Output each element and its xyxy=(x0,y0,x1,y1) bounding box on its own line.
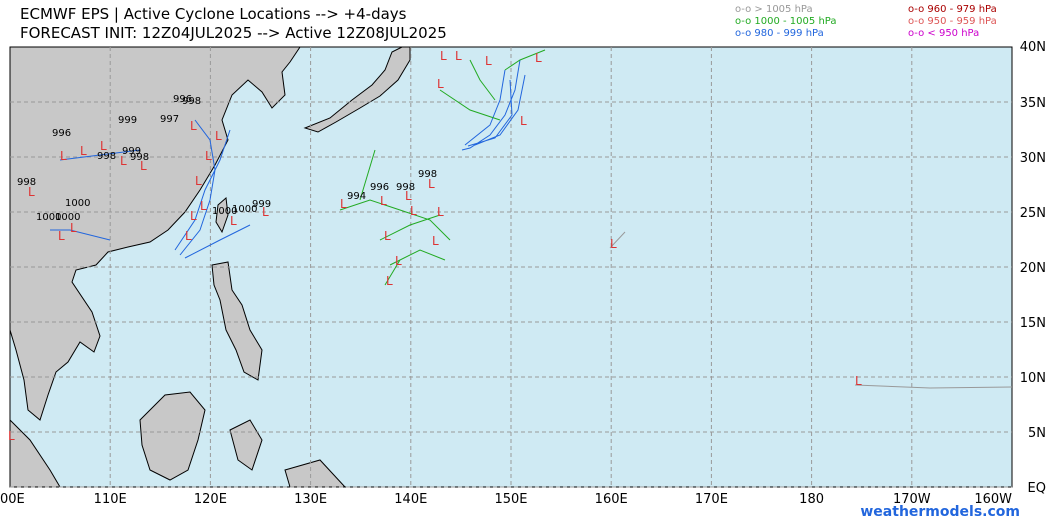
low-marker: L xyxy=(120,154,127,168)
low-marker: L xyxy=(520,114,527,128)
low-marker: L xyxy=(215,129,222,143)
low-marker: L xyxy=(100,139,107,153)
low-marker: L xyxy=(485,54,492,68)
lon-label: 150E xyxy=(494,492,527,507)
lon-label: 110E xyxy=(94,492,127,507)
lon-label: 160E xyxy=(595,492,628,507)
low-marker: L xyxy=(190,119,197,133)
lon-label: 170E xyxy=(695,492,728,507)
pressure-label: 1000 xyxy=(65,198,90,209)
pressure-label: 999 xyxy=(122,146,141,157)
graticule: 00E 110E 120E 130E 140E 150E 160E 170E 180 170W 16… xyxy=(0,40,1046,507)
low-marker: L xyxy=(535,51,542,65)
subtitle: FORECAST INIT: 12Z04JUL2025 --> Active 1… xyxy=(20,24,447,42)
low-marker: L xyxy=(195,174,202,188)
lat-label: 20N xyxy=(1020,261,1046,276)
lat-label: 35N xyxy=(1020,96,1046,111)
pressure-label: 998 xyxy=(130,152,149,163)
lon-label: 160W xyxy=(974,492,1012,507)
low-marker: L xyxy=(190,209,197,223)
pressure-label: 1000 xyxy=(55,212,80,223)
low-marker: L xyxy=(428,177,435,191)
low-marker: L xyxy=(380,194,387,208)
title: ECMWF EPS | Active Cyclone Locations -->… xyxy=(20,5,407,23)
pressure-label: 999 xyxy=(252,199,271,210)
lon-label: 140E xyxy=(394,492,427,507)
legend-item: o-o 960 - 979 hPa xyxy=(908,4,997,15)
pressure-label: 997 xyxy=(160,114,179,125)
low-marker: L xyxy=(455,49,462,63)
pressure-label: 998 xyxy=(182,96,201,107)
low-marker: L xyxy=(432,234,439,248)
pressure-label: 999 xyxy=(118,115,137,126)
lat-label: 25N xyxy=(1020,206,1046,221)
pressure-label: 998 xyxy=(396,182,415,193)
lat-label: 15N xyxy=(1020,316,1046,331)
low-marker: L xyxy=(437,205,444,219)
legend-item: o-o < 950 hPa xyxy=(908,28,979,39)
lon-label: 120E xyxy=(194,492,227,507)
low-marker: L xyxy=(262,205,269,219)
low-marker: L xyxy=(437,77,444,91)
lon-label: 180 xyxy=(799,492,824,507)
lon-label: 170W xyxy=(893,492,931,507)
pressure-label: 1000 xyxy=(232,204,257,215)
low-marker: L xyxy=(8,429,15,443)
legend-item: o-o 1000 - 1005 hPa xyxy=(735,16,836,27)
low-marker: L xyxy=(58,229,65,243)
low-marker: L xyxy=(395,254,402,268)
low-marker: L xyxy=(610,237,617,251)
pressure-label: 996 xyxy=(52,128,71,139)
low-marker: L xyxy=(410,204,417,218)
lat-label: 30N xyxy=(1020,151,1046,166)
pressure-label: 998 xyxy=(418,169,437,180)
pressure-label: 1000 xyxy=(212,206,237,217)
pressure-label: 996 xyxy=(173,94,192,105)
pressure-label: 1000 xyxy=(36,212,61,223)
watermark: weathermodels.com xyxy=(860,504,1020,520)
tracks xyxy=(50,49,1013,389)
low-marker: L xyxy=(340,197,347,211)
pressure-label: 996 xyxy=(370,182,389,193)
lon-label: 130E xyxy=(294,492,327,507)
land xyxy=(9,46,411,488)
legend-item: o-o 980 - 999 hPa xyxy=(735,28,824,39)
low-marker: L xyxy=(205,149,212,163)
low-marker: L xyxy=(60,149,67,163)
pressure-label: 994 xyxy=(347,191,366,202)
legend-item: o-o > 1005 hPa xyxy=(735,4,813,15)
low-marker: L xyxy=(855,374,862,388)
low-marker: L xyxy=(185,229,192,243)
low-marker: L xyxy=(384,229,391,243)
lat-label: 10N xyxy=(1020,371,1046,386)
pressure-label: 998 xyxy=(17,177,36,188)
low-marker: L xyxy=(28,185,35,199)
low-marker: L xyxy=(386,274,393,288)
low-marker: L xyxy=(230,214,237,228)
lon-label: 00E xyxy=(0,492,25,507)
lat-label: 40N xyxy=(1020,40,1046,55)
low-marker: L xyxy=(440,49,447,63)
low-marker: L xyxy=(70,221,77,235)
lat-label: 5N xyxy=(1028,426,1046,441)
low-marker: L xyxy=(405,189,412,203)
low-marker: L xyxy=(80,144,87,158)
pressure-label: 998 xyxy=(97,151,116,162)
legend-item: o-o 950 - 959 hPa xyxy=(908,16,997,27)
low-marker: L xyxy=(140,159,147,173)
lat-label: EQ xyxy=(1028,481,1046,496)
low-marker: L xyxy=(200,199,207,213)
